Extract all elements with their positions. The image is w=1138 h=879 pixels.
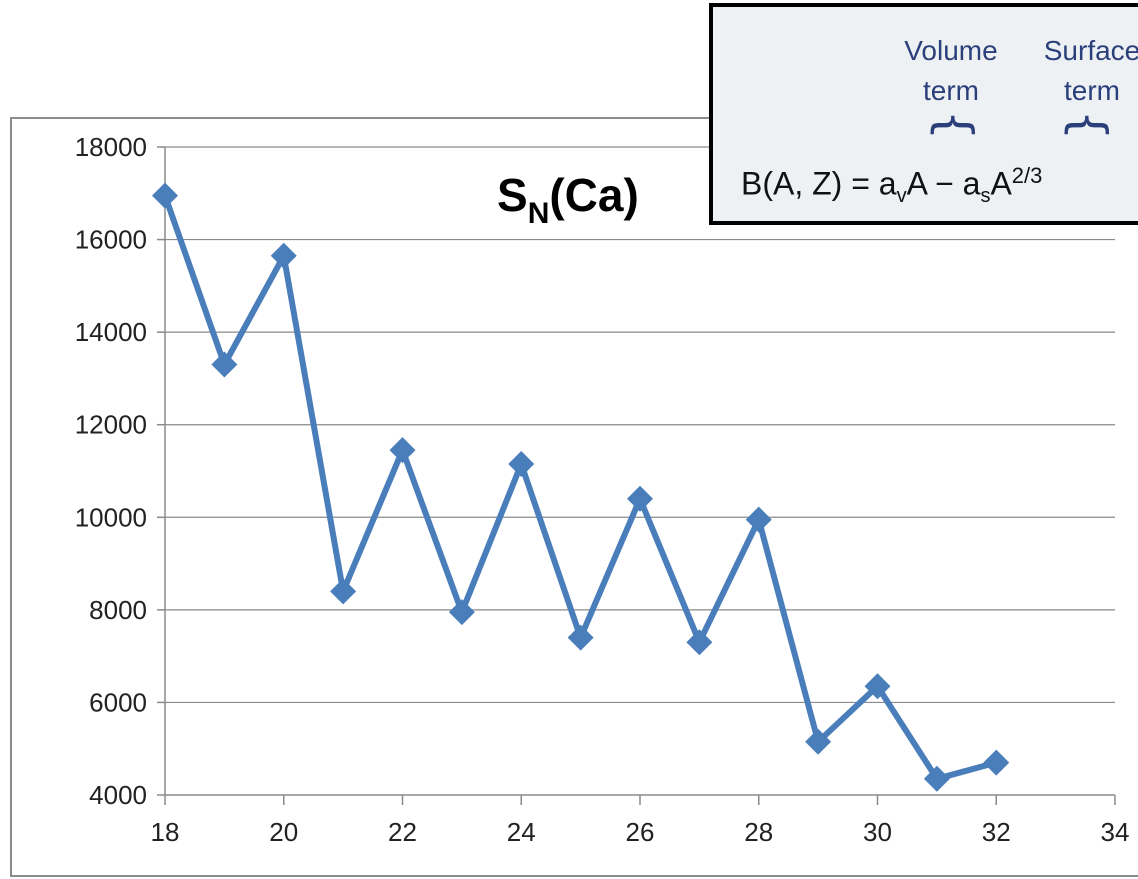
x-tick-label: 18 [151,817,180,847]
formula-lhs: B(A, Z) = a [741,165,897,202]
chart-title-suffix: (Ca) [549,169,638,221]
data-point-diamond [864,673,891,700]
data-point-diamond [270,242,297,269]
chart-plot: 4000 6000 8000 10000 12000 14000 16000 18000 18 2… [75,132,1130,847]
x-tick-label: 30 [863,817,892,847]
y-tick-label: 18000 [75,132,147,162]
x-tick-label: 20 [269,817,298,847]
y-tick-label: 6000 [89,687,147,717]
chart-title: SN(Ca) [497,169,639,230]
y-tick-label: 10000 [75,502,147,532]
data-point-diamond [152,182,178,209]
chart-title-symbol: S [497,169,528,221]
formula-a: A [990,165,1012,202]
x-tick-label: 26 [626,817,655,847]
data-point-diamond [330,578,357,605]
formula-v-subscript: v [896,185,907,208]
y-tick-label: 8000 [89,595,147,625]
y-tick-label: 16000 [75,225,147,255]
surface-term-label: Surface term [1043,35,1138,106]
x-tick-label: 28 [744,817,773,847]
x-tick-label: 32 [982,817,1011,847]
data-point-diamond [508,451,535,478]
data-point-diamond [983,749,1010,776]
formula-inset: Volume term Surface term { { B(A, Z) = a… [709,3,1138,225]
y-tick-label: 4000 [89,780,147,810]
x-tick-label: 24 [507,817,536,847]
formula-mid: A − a [906,165,981,202]
formula-exponent: 2/3 [1011,163,1043,188]
chart-frame: 4000 6000 8000 10000 12000 14000 16000 18000 18 2… [10,117,1138,877]
surface-brace-icon: { [1060,109,1117,141]
data-point-diamond [745,506,772,533]
volume-term-label: Volume term [904,35,998,106]
data-point-diamond [627,485,653,512]
data-point-diamond [567,624,594,651]
data-point-diamond [686,629,713,656]
x-tick-label: 22 [388,817,417,847]
data-point-diamond [211,351,238,378]
data-point-diamond [805,728,832,755]
binding-energy-formula: B(A, Z) = avA − asA2/3 [741,163,1042,208]
data-point-diamond [448,599,475,626]
y-tick-label: 14000 [75,317,147,347]
chart-title-subscript: N [528,197,550,230]
formula-s-subscript: s [980,185,991,208]
volume-brace-icon: { [926,109,983,141]
x-tick-label: 34 [1101,817,1130,847]
data-point-diamond [923,765,950,792]
data-point-diamond [389,437,416,464]
y-tick-label: 12000 [75,410,147,440]
